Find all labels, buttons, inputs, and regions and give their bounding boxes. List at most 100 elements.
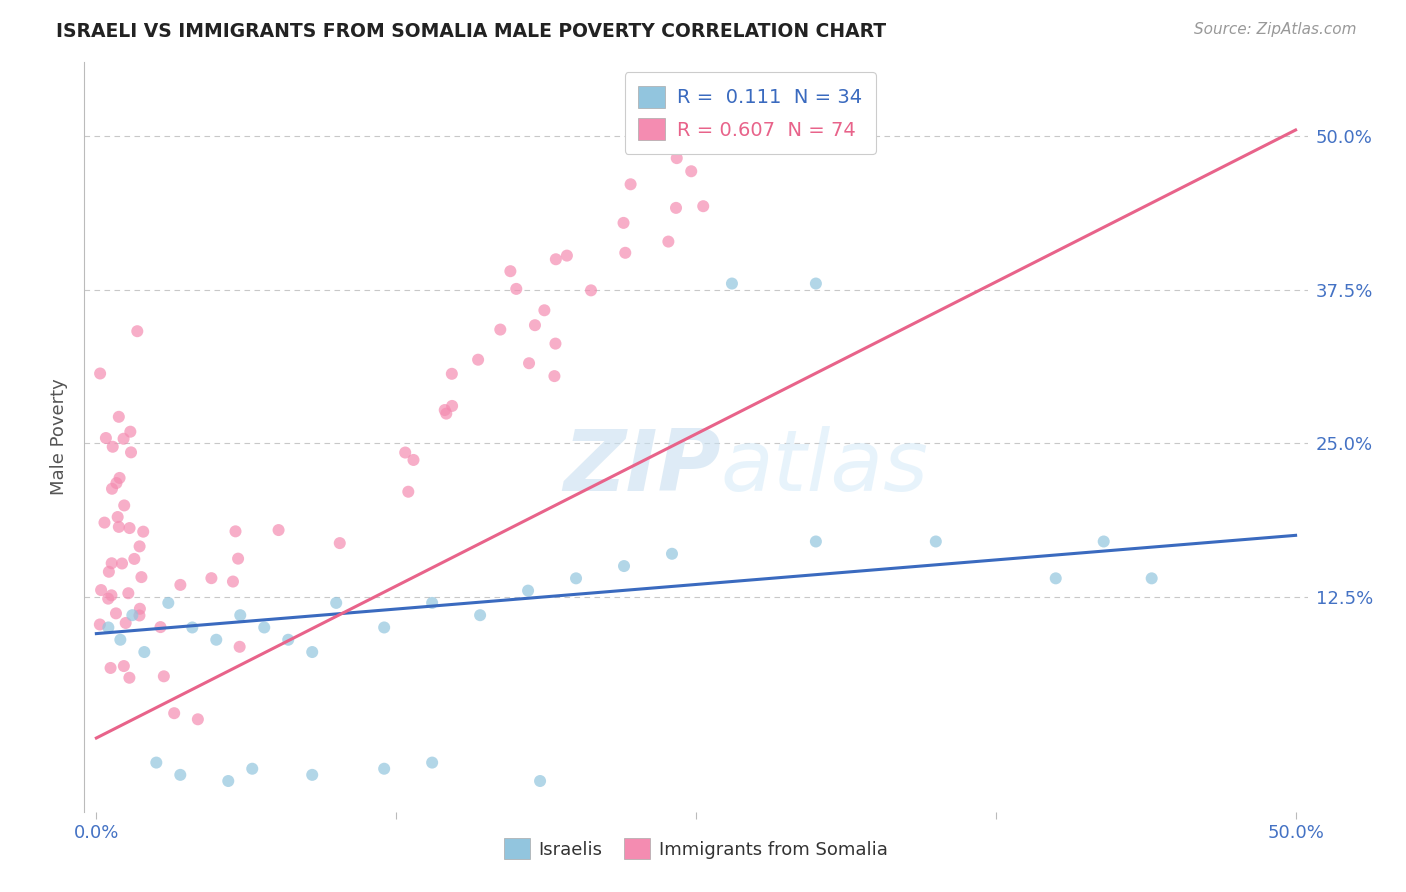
Point <box>373 762 395 776</box>
Point <box>692 199 714 213</box>
Point <box>112 432 135 446</box>
Point <box>325 596 347 610</box>
Point <box>517 356 540 370</box>
Point <box>240 762 263 776</box>
Point <box>114 615 136 630</box>
Point <box>804 277 827 291</box>
Point <box>402 453 425 467</box>
Point <box>433 403 456 417</box>
Point <box>620 178 643 192</box>
Point <box>132 524 155 539</box>
Point <box>657 235 679 249</box>
Point <box>613 559 636 574</box>
Point <box>112 659 135 673</box>
Point <box>105 476 128 491</box>
Point <box>145 756 167 770</box>
Point <box>533 303 555 318</box>
Point <box>394 445 416 459</box>
Point <box>225 524 247 539</box>
Point <box>217 774 239 789</box>
Point <box>163 706 186 721</box>
Point <box>614 245 637 260</box>
Point <box>441 399 464 413</box>
Point <box>128 608 150 623</box>
Point <box>97 620 120 634</box>
Point <box>131 570 153 584</box>
Point <box>108 471 131 485</box>
Point <box>94 431 117 445</box>
Point <box>565 571 588 585</box>
Point <box>925 534 948 549</box>
Point <box>111 557 134 571</box>
Point <box>108 409 131 424</box>
Point <box>100 588 122 602</box>
Point <box>89 367 111 381</box>
Point <box>124 552 146 566</box>
Point <box>229 608 252 623</box>
Point <box>90 583 112 598</box>
Point <box>107 510 129 524</box>
Y-axis label: Male Poverty: Male Poverty <box>51 379 69 495</box>
Point <box>420 596 443 610</box>
Point <box>181 620 204 634</box>
Point <box>117 586 139 600</box>
Point <box>373 620 395 634</box>
Point <box>661 547 683 561</box>
Point <box>329 536 352 550</box>
Point <box>134 645 156 659</box>
Point <box>200 571 222 585</box>
Point <box>108 520 131 534</box>
Point <box>301 768 323 782</box>
Point <box>120 445 142 459</box>
Point <box>89 617 111 632</box>
Point <box>523 318 546 333</box>
Point <box>101 482 124 496</box>
Point <box>804 534 827 549</box>
Point <box>149 620 172 634</box>
Point <box>505 282 527 296</box>
Point <box>681 164 703 178</box>
Point <box>555 249 578 263</box>
Point <box>579 284 602 298</box>
Point <box>157 596 180 610</box>
Point <box>467 352 489 367</box>
Legend: Israelis, Immigrants from Somalia: Israelis, Immigrants from Somalia <box>498 831 894 866</box>
Point <box>100 661 122 675</box>
Point <box>468 608 491 623</box>
Text: ZIP: ZIP <box>562 425 720 508</box>
Point <box>665 151 688 165</box>
Point <box>420 756 443 770</box>
Point <box>529 774 551 789</box>
Point <box>267 523 290 537</box>
Point <box>489 322 512 336</box>
Point <box>1092 534 1115 549</box>
Point <box>101 440 124 454</box>
Point <box>499 264 522 278</box>
Point <box>721 277 744 291</box>
Point <box>612 216 634 230</box>
Point <box>121 608 143 623</box>
Point <box>544 336 567 351</box>
Point <box>100 556 122 570</box>
Point <box>97 565 120 579</box>
Point <box>169 578 191 592</box>
Point <box>169 768 191 782</box>
Point <box>104 607 127 621</box>
Text: Source: ZipAtlas.com: Source: ZipAtlas.com <box>1194 22 1357 37</box>
Point <box>128 540 150 554</box>
Point <box>1140 571 1163 585</box>
Point <box>544 252 567 267</box>
Point <box>120 425 142 439</box>
Point <box>665 201 688 215</box>
Point <box>127 324 149 338</box>
Point <box>118 671 141 685</box>
Point <box>112 499 135 513</box>
Point <box>396 484 419 499</box>
Point <box>93 516 115 530</box>
Point <box>517 583 540 598</box>
Point <box>128 601 150 615</box>
Text: atlas: atlas <box>720 425 928 508</box>
Point <box>440 367 463 381</box>
Point <box>253 620 276 634</box>
Point <box>187 712 209 726</box>
